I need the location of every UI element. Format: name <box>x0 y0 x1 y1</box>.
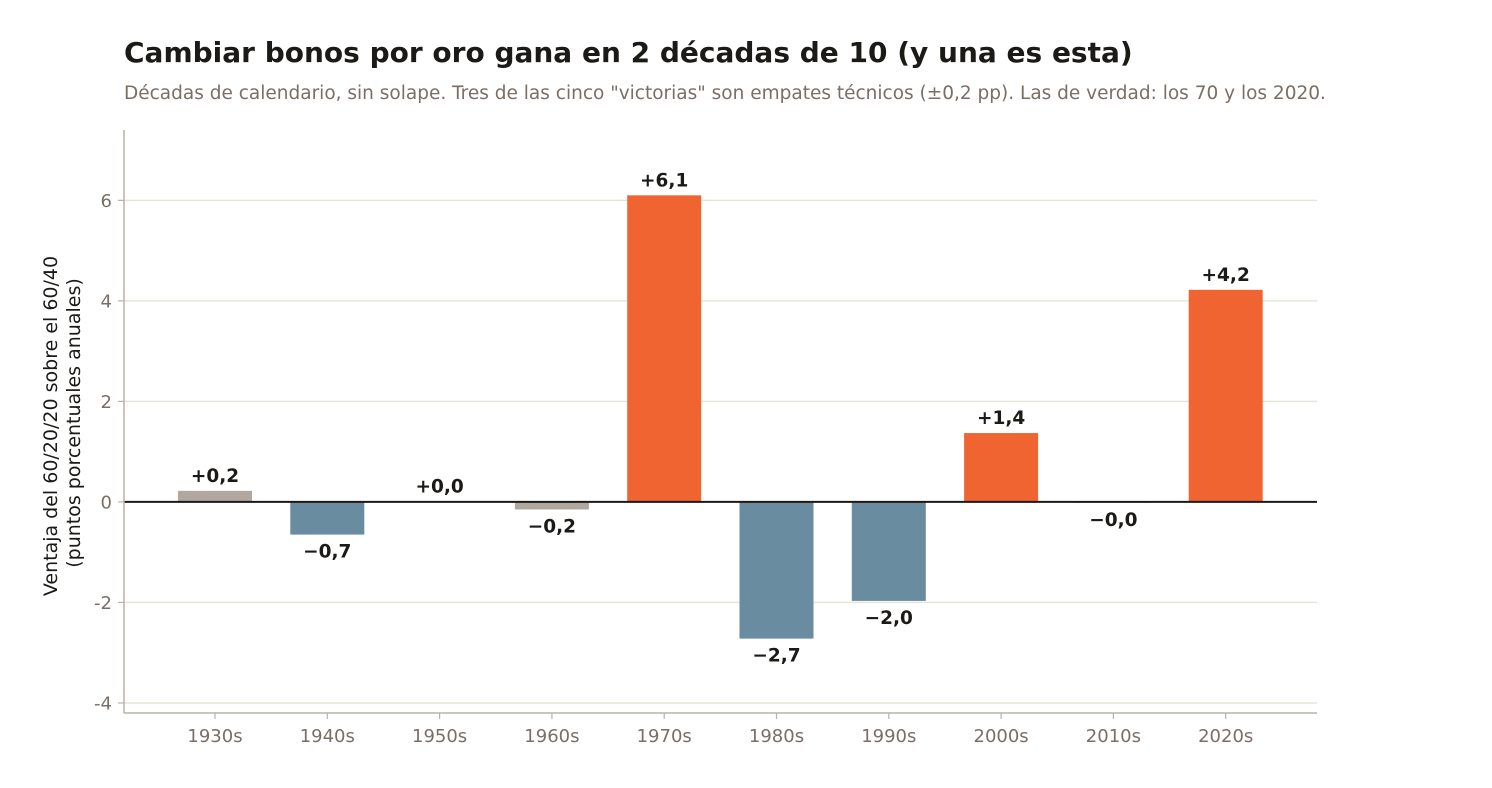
bar-1960s <box>514 501 589 510</box>
x-tick-label: 1970s <box>637 726 692 747</box>
x-tick-label: 1980s <box>749 726 804 747</box>
chart-title: Cambiar bonos por oro gana en 2 décadas … <box>124 36 1133 69</box>
y-axis-label-line-1: Ventaja del 60/20/20 sobre el 60/40 <box>40 256 62 596</box>
data-labels: +0,2 −0,7 +0,0 −0,2 +6,1 −2,7 −2,0 +1,4 −0,0 +4,2 <box>191 170 1250 666</box>
data-label-1950s: +0,0 <box>415 476 463 497</box>
y-tick-label: 4 <box>101 291 112 312</box>
y-axis-label: Ventaja del 60/20/20 sobre el 60/40 (pun… <box>40 250 85 596</box>
x-tick-label: 2010s <box>1086 726 1141 747</box>
x-tick-label: 2000s <box>974 726 1029 747</box>
y-axis-ticks: -4 -2 0 2 4 6 <box>94 191 124 714</box>
bar-2000s <box>964 433 1039 502</box>
x-tick-label: 1950s <box>412 726 467 747</box>
data-label-1970s: +6,1 <box>640 170 688 191</box>
x-tick-label: 1930s <box>187 726 242 747</box>
data-label-1940s: −0,7 <box>303 542 351 563</box>
bar-1940s <box>290 501 365 535</box>
bar-1990s <box>851 501 926 601</box>
bar-1930s <box>178 490 252 502</box>
y-tick-label: -4 <box>94 693 112 714</box>
y-tick-label: 6 <box>101 191 112 212</box>
gridlines <box>124 199 1317 704</box>
x-tick-label: 1960s <box>524 726 579 747</box>
x-axis-ticks: 1930s 1940s 1950s 1960s 1970s 1980s 1990s 2000s… <box>187 713 1253 747</box>
bars <box>178 195 1263 639</box>
data-label-1930s: +0,2 <box>191 466 239 487</box>
data-label-1960s: −0,2 <box>528 516 576 537</box>
y-tick-label: -2 <box>94 593 112 614</box>
data-label-2010s: −0,0 <box>1089 510 1137 531</box>
x-tick-label: 1990s <box>861 726 916 747</box>
x-tick-label: 1940s <box>300 726 355 747</box>
data-label-1990s: −2,0 <box>865 608 913 629</box>
y-tick-label: 0 <box>101 492 112 513</box>
y-tick-label: 2 <box>101 392 112 413</box>
x-tick-label: 2020s <box>1198 726 1253 747</box>
data-label-2000s: +1,4 <box>977 408 1025 429</box>
data-label-1980s: −2,7 <box>752 646 800 667</box>
data-label-2020s: +4,2 <box>1202 265 1250 286</box>
bar-2020s <box>1188 289 1263 502</box>
y-axis-label-line-2: (puntos porcentuales anuales) <box>63 278 85 568</box>
bar-1980s <box>739 501 814 639</box>
bar-1970s <box>627 195 702 502</box>
chart-subtitle: Décadas de calendario, sin solape. Tres … <box>124 83 1326 104</box>
